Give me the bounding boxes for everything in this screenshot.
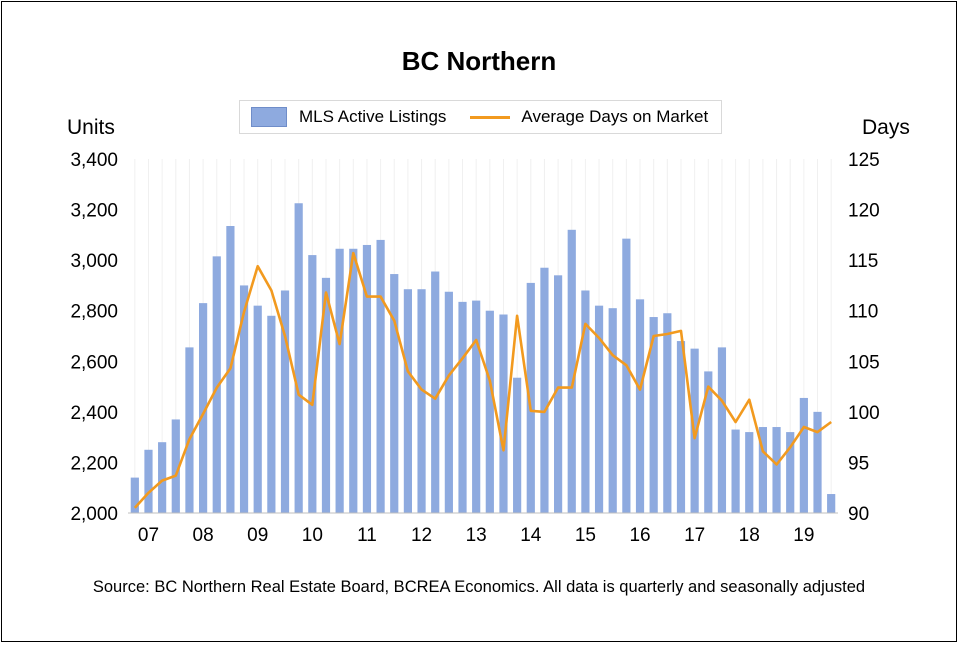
days-on-market-line	[133, 251, 832, 509]
legend-label-listings: MLS Active Listings	[299, 107, 447, 126]
left-tick-label: 3,200	[70, 201, 118, 222]
listings-bar	[622, 238, 631, 513]
listings-bar	[458, 301, 467, 513]
listings-bar	[827, 494, 836, 513]
listings-bar	[280, 290, 290, 513]
legend-swatch-listings	[251, 107, 287, 127]
listings-bar	[813, 411, 822, 513]
listings-bar	[239, 285, 249, 513]
listings-bar	[745, 432, 754, 513]
listings-bar	[376, 239, 385, 513]
listings-bar	[390, 274, 399, 513]
right-tick-label: 120	[848, 201, 880, 222]
listings-bar	[635, 299, 645, 513]
listings-bar	[513, 377, 522, 513]
listings-bar	[608, 308, 617, 513]
x-tick-label: 13	[466, 525, 487, 546]
listings-bar	[144, 449, 153, 513]
listings-bar	[772, 427, 781, 513]
listings-bar	[594, 305, 604, 513]
listings-bar	[130, 477, 139, 513]
left-tick-label: 2,600	[70, 352, 118, 373]
listings-bar	[554, 275, 563, 513]
x-tick-label: 08	[193, 525, 214, 546]
listings-bar	[581, 290, 590, 513]
listings-bar	[431, 271, 440, 513]
listings-bar	[158, 442, 167, 513]
x-tick-label: 17	[684, 525, 705, 546]
left-tick-label: 3,400	[70, 150, 118, 171]
listings-bar	[540, 267, 549, 513]
listings-bar	[731, 429, 740, 513]
x-tick-label: 12	[411, 525, 432, 546]
listings-bar	[308, 255, 317, 514]
listings-bar	[717, 347, 727, 513]
listings-bar	[199, 303, 208, 513]
listings-bar	[362, 244, 372, 513]
x-tick-label: 09	[247, 525, 268, 546]
x-tick-label: 11	[357, 525, 377, 546]
listings-bar	[499, 314, 508, 513]
left-axis-label: Units	[67, 116, 115, 139]
listings-bar	[294, 203, 303, 513]
listings-bar	[171, 419, 180, 513]
listings-bar	[444, 291, 453, 513]
listings-bar	[472, 300, 481, 513]
right-tick-label: 115	[848, 251, 878, 272]
listings-bar	[758, 427, 767, 513]
listings-bar	[567, 229, 576, 514]
listings-bar	[335, 248, 344, 513]
listings-bar	[676, 341, 686, 513]
left-tick-label: 2,800	[70, 302, 118, 323]
right-tick-label: 100	[848, 403, 880, 424]
left-tick-label: 2,400	[70, 403, 118, 424]
x-tick-label: 19	[793, 525, 814, 546]
right-tick-label: 110	[848, 302, 878, 323]
x-tick-label: 14	[520, 525, 542, 546]
listings-bar	[185, 347, 194, 513]
listings-bar	[321, 277, 331, 513]
chart-legend: MLS Active Listings Average Days on Mark…	[239, 100, 722, 134]
right-tick-label: 105	[848, 352, 880, 373]
listings-bar	[403, 289, 412, 513]
right-tick-label: 95	[848, 453, 869, 474]
right-tick-label: 90	[848, 504, 869, 525]
left-tick-label: 2,000	[70, 504, 118, 525]
legend-swatch-days	[470, 115, 511, 119]
listings-bar	[663, 313, 672, 513]
listings-bar	[267, 315, 276, 513]
listings-bar	[212, 256, 221, 513]
listings-bar	[649, 317, 658, 513]
legend-label-days: Average Days on Market	[521, 107, 709, 126]
x-tick-label: 07	[138, 525, 159, 546]
listings-bar	[485, 310, 494, 513]
source-note: Source: BC Northern Real Estate Board, B…	[92, 578, 866, 596]
right-tick-label: 125	[848, 150, 880, 171]
x-tick-label: 16	[629, 525, 650, 546]
listings-bar	[704, 371, 713, 513]
listings-bar	[417, 289, 426, 513]
x-tick-label: 18	[739, 525, 760, 546]
listings-bar	[349, 248, 358, 513]
listings-bar	[526, 282, 535, 513]
left-tick-label: 2,200	[70, 453, 118, 474]
listings-bar	[799, 397, 808, 513]
right-axis-label: Days	[862, 116, 910, 139]
listings-bar	[786, 432, 795, 513]
left-tick-label: 3,000	[70, 251, 118, 272]
chart-title: BC Northern	[401, 46, 557, 76]
x-tick-label: 15	[575, 525, 596, 546]
listings-bar	[253, 305, 262, 513]
x-tick-label: 10	[302, 525, 323, 546]
